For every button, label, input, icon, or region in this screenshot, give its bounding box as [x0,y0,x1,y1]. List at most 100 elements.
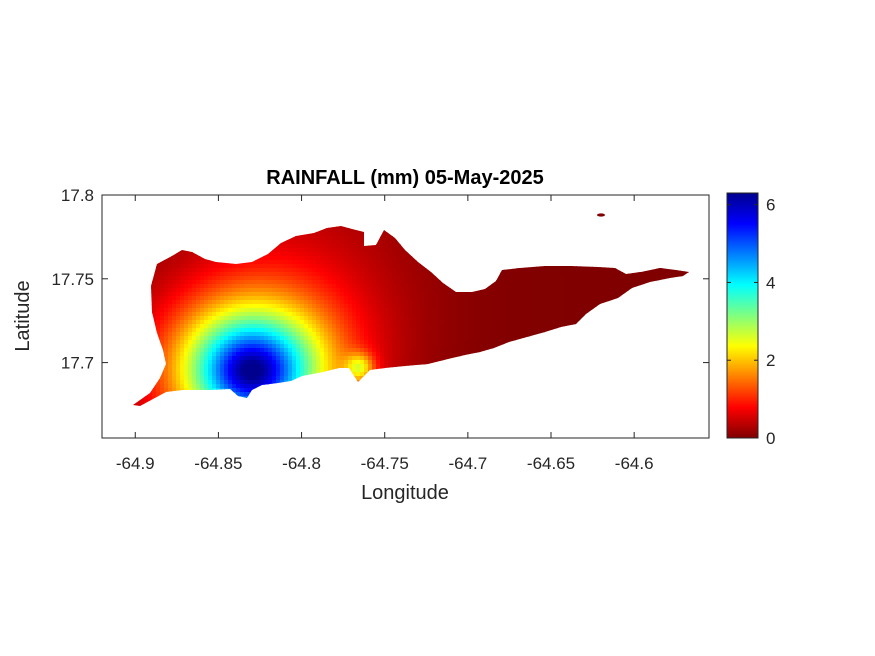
rainfall-cell [328,312,333,317]
rainfall-cell [268,336,273,341]
rainfall-cell [428,348,433,353]
rainfall-cell [572,288,577,293]
rainfall-cell [180,256,185,261]
rainfall-cell [496,304,501,309]
rainfall-cell [412,352,417,357]
rainfall-cell [216,328,221,333]
rainfall-cell [388,288,393,293]
rainfall-cell [296,312,301,317]
rainfall-cell [440,336,445,341]
rainfall-cell [552,284,557,289]
rainfall-cell [392,264,397,269]
rainfall-cell [224,292,229,297]
rainfall-cell [172,360,177,365]
rainfall-cell [400,296,405,301]
rainfall-cell [364,344,369,349]
rainfall-cell [456,324,461,329]
rainfall-cell [316,340,321,345]
rainfall-cell [368,348,373,353]
rainfall-cell [172,292,177,297]
rainfall-cell [292,320,297,325]
rainfall-cell [532,312,537,317]
rainfall-cell [376,268,381,273]
rainfall-cell [296,256,301,261]
rainfall-cell [192,284,197,289]
rainfall-cell [168,340,173,345]
rainfall-cell [468,344,473,349]
rainfall-cell [584,272,589,277]
rainfall-cell [484,324,489,329]
rainfall-cell [160,260,165,265]
rainfall-cell [488,344,493,349]
rainfall-cell [228,308,233,313]
rainfall-cell [160,272,165,277]
rainfall-cell [308,288,313,293]
rainfall-cell [296,248,301,253]
rainfall-cell [364,316,369,321]
rainfall-cell [300,312,305,317]
rainfall-cell [528,268,533,273]
rainfall-cell [452,320,457,325]
rainfall-cell [388,348,393,353]
rainfall-cell [356,348,361,353]
rainfall-cell [392,324,397,329]
rainfall-cell [360,236,365,241]
rainfall-cell [480,312,485,317]
rainfall-cell [360,276,365,281]
rainfall-cell [360,248,365,253]
rainfall-cell [364,252,369,257]
rainfall-cell [180,288,185,293]
rainfall-cell [364,320,369,325]
rainfall-cell [268,272,273,277]
rainfall-cell [180,324,185,329]
rainfall-cell [348,236,353,241]
rainfall-cell [172,264,177,269]
rainfall-cell [232,292,237,297]
rainfall-cell [612,280,617,285]
rainfall-cell [400,332,405,337]
rainfall-cell [296,288,301,293]
rainfall-cell [156,320,161,325]
rainfall-cell [400,300,405,305]
rainfall-cell [500,328,505,333]
rainfall-cell [272,340,277,345]
rainfall-cell [304,272,309,277]
rainfall-cell [212,300,217,305]
rainfall-cell [504,276,509,281]
rainfall-cell [468,324,473,329]
rainfall-cell [200,292,205,297]
rainfall-cell [312,296,317,301]
rainfall-cell [424,272,429,277]
rainfall-cell [300,288,305,293]
rainfall-cell [288,284,293,289]
rainfall-cell [172,312,177,317]
rainfall-cell [512,332,517,337]
rainfall-cell [208,312,213,317]
rainfall-cell [292,256,297,261]
rainfall-cell [192,336,197,341]
rainfall-cell [200,328,205,333]
rainfall-cell [340,340,345,345]
rainfall-cell [460,292,465,297]
rainfall-cell [416,288,421,293]
rainfall-cell [372,296,377,301]
rainfall-cell [228,316,233,321]
rainfall-cell [196,284,201,289]
rainfall-cell [264,340,269,345]
rainfall-cell [292,272,297,277]
rainfall-cell [216,312,221,317]
rainfall-cell [268,296,273,301]
rainfall-cell [516,324,521,329]
rainfall-cell [388,308,393,313]
rainfall-cell [384,260,389,265]
rainfall-cell [428,336,433,341]
rainfall-cell [236,284,241,289]
rainfall-cell [236,340,241,345]
rainfall-cell [308,308,313,313]
rainfall-cell [480,336,485,341]
rainfall-cell [304,344,309,349]
rainfall-cell [544,276,549,281]
rainfall-cell [492,284,497,289]
rainfall-cell [196,324,201,329]
rainfall-cell [204,300,209,305]
